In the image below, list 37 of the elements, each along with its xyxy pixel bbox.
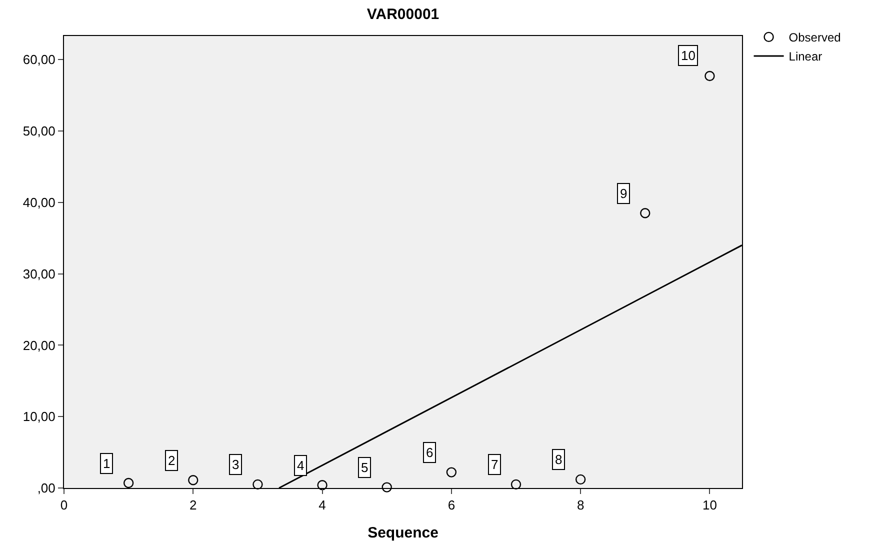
y-tick-label: 10,00 (22, 409, 56, 424)
y-tick-label: 30,00 (22, 266, 56, 282)
point (252, 479, 263, 490)
point (575, 474, 586, 485)
annotation: 10 (681, 48, 696, 63)
chart-title: VAR00001 (366, 6, 440, 23)
point (188, 475, 198, 486)
y-tick-label: 50,00 (22, 124, 56, 139)
annotation: 9 (620, 186, 628, 201)
annotation: 7 (491, 457, 498, 472)
annotation: 6 (426, 445, 434, 460)
x-tick-label: 6 (448, 498, 456, 513)
y-tick-label: 40,00 (22, 194, 56, 210)
point (446, 467, 457, 478)
point (640, 208, 650, 218)
x-tick-label: 2 (190, 498, 197, 513)
x-tick-label: 0 (60, 498, 68, 513)
x-tick-label: 4 (318, 498, 326, 513)
x-tick-label: 10 (702, 498, 717, 513)
point (704, 70, 715, 82)
point (510, 479, 522, 490)
y-tick-label: 60,00 (22, 52, 56, 68)
x-tick-label: 8 (576, 498, 584, 513)
y-tick-label: 20,00 (22, 338, 56, 353)
annotation: 3 (232, 457, 240, 472)
annotation: 1 (103, 456, 110, 471)
annotation: 5 (361, 460, 368, 475)
point (382, 482, 392, 492)
legend-label: Observed (788, 30, 841, 45)
annotation: 4 (297, 458, 304, 473)
x-axis-title: Sequence (368, 524, 438, 542)
point (317, 480, 328, 490)
point (123, 478, 134, 488)
legend-label: Linear (788, 50, 822, 64)
y-tick-label: ,00 (37, 480, 56, 496)
annotation: 8 (555, 452, 562, 467)
annotation: 2 (168, 453, 176, 468)
